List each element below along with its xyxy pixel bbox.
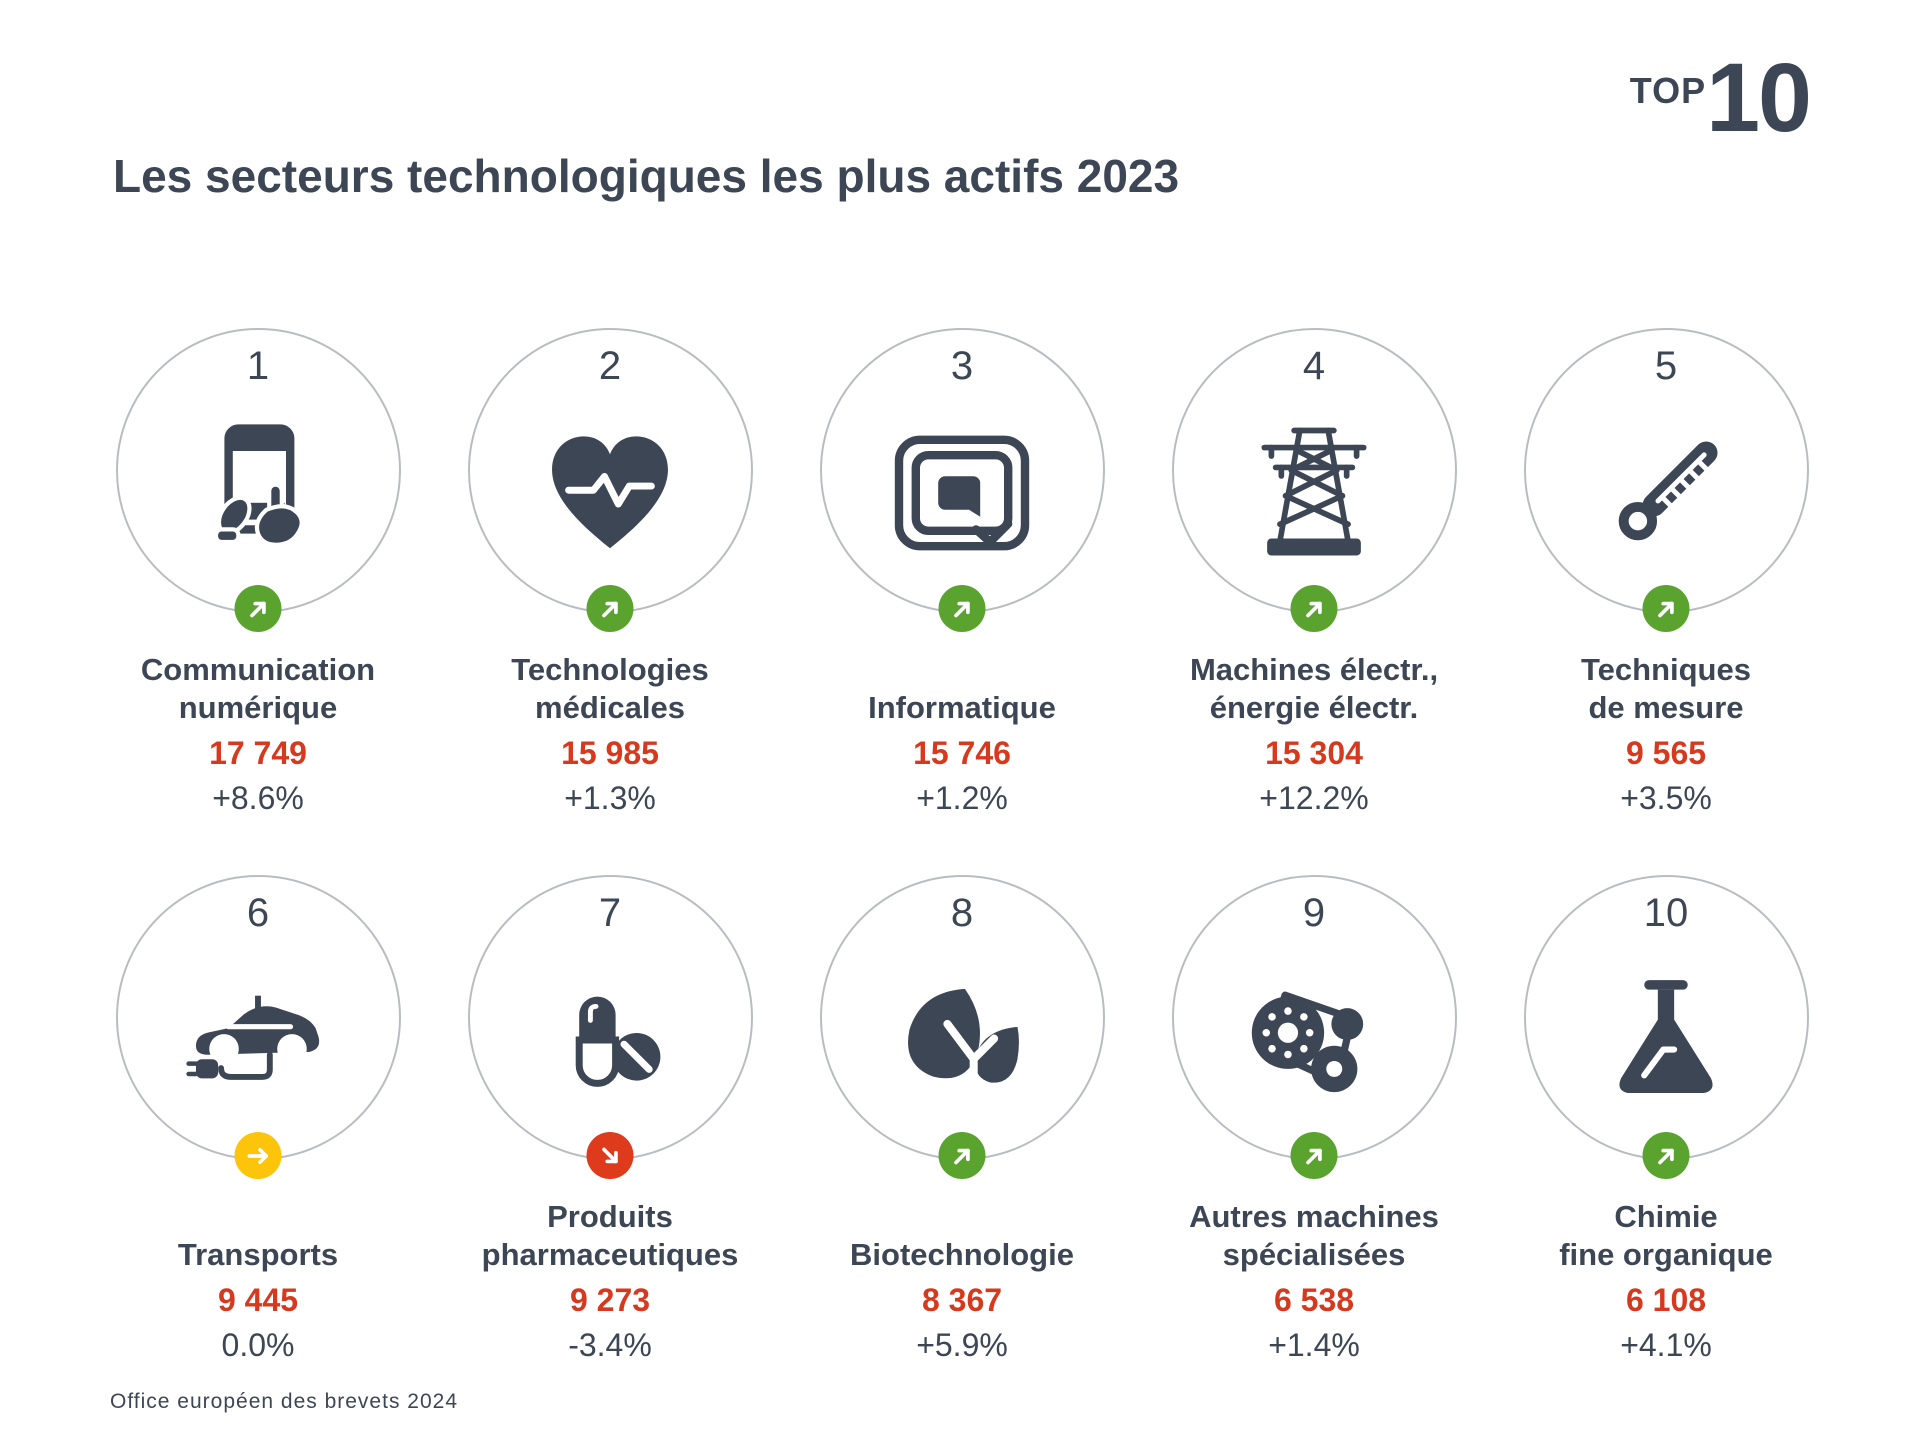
sector-value: 15 985 — [561, 735, 659, 771]
trend-up-icon — [234, 585, 282, 632]
rank-label: 3 — [950, 344, 974, 388]
sector-card-machines-electriques: 4 — [1138, 328, 1490, 875]
trend-up-icon — [938, 585, 986, 632]
thermometer-icon — [1595, 422, 1737, 564]
sector-change: +5.9% — [916, 1327, 1008, 1363]
sector-name: Biotechnologie — [850, 1237, 1074, 1272]
sector-name: Communication numérique — [140, 652, 376, 725]
rank-label: 2 — [598, 344, 622, 388]
sector-card-produits-pharmaceutiques: 7 Produits pharmaceutiques 9 273 -3.4% — [434, 875, 786, 1364]
sector-change: -3.4% — [568, 1327, 652, 1363]
sector-circle: 10 — [1523, 875, 1809, 1179]
sector-circle: 6 — [115, 875, 401, 1179]
source-credit: Office européen des brevets 2024 — [110, 1390, 458, 1413]
sector-change: +1.2% — [916, 780, 1008, 816]
sector-circle: 8 — [819, 875, 1105, 1179]
sector-circle: 4 — [1171, 328, 1457, 632]
sector-circle: 2 — [467, 328, 753, 632]
sector-change: +3.5% — [1620, 780, 1712, 816]
sector-value: 15 746 — [913, 735, 1011, 771]
top10-number: 10 — [1706, 43, 1812, 152]
sector-change: +8.6% — [212, 780, 304, 816]
sector-circle: 3 — [819, 328, 1105, 632]
trend-flat-icon — [234, 1132, 282, 1179]
trend-down-icon — [586, 1132, 634, 1179]
belt-pulley-icon — [1241, 972, 1387, 1108]
rank-label: 9 — [1302, 891, 1326, 935]
sector-value: 6 538 — [1273, 1282, 1355, 1318]
trend-up-icon — [1642, 585, 1690, 632]
trend-up-icon — [1290, 1132, 1338, 1179]
sector-value: 17 749 — [209, 735, 307, 771]
top10-badge: TOP 10 — [1629, 43, 1812, 152]
chemistry-flask-icon — [1598, 972, 1734, 1108]
sector-name: Techniques de mesure — [1581, 652, 1751, 725]
sector-value: 9 273 — [569, 1282, 651, 1318]
trend-up-icon — [1290, 585, 1338, 632]
trend-up-icon — [586, 585, 634, 632]
sector-name: Informatique — [868, 690, 1056, 725]
sector-card-informatique: 3 Informatique 15 746 +1.2% — [786, 328, 1138, 875]
sector-change: +1.3% — [564, 780, 656, 816]
rank-label: 1 — [246, 344, 270, 388]
sector-card-transports: 6 Transports — [82, 875, 434, 1364]
sector-change: +4.1% — [1620, 1327, 1712, 1363]
sector-card-biotechnologie: 8 Biotechnologie 8 367 +5.9% — [786, 875, 1138, 1364]
trend-up-icon — [1642, 1132, 1690, 1179]
page-title: Les secteurs technologiques les plus act… — [113, 149, 1180, 202]
sector-card-techniques-de-mesure: 5 Techniques de mesure 9 5 — [1490, 328, 1842, 875]
rank-label: 5 — [1654, 344, 1678, 388]
trend-up-icon — [938, 1132, 986, 1179]
rank-label: 10 — [1643, 891, 1689, 935]
sector-name: Technologies médicales — [511, 652, 709, 725]
sector-grid: 1 Communication numérique — [82, 328, 1842, 1364]
rfid-chip-icon — [892, 431, 1032, 555]
tablet-touch-icon — [188, 423, 328, 563]
sector-card-autres-machines: 9 — [1138, 875, 1490, 1364]
sector-value: 9 445 — [217, 1282, 299, 1318]
power-pylon-icon — [1243, 422, 1385, 564]
sector-card-chimie-fine-organique: 10 Chimie fine organique 6 108 +4.1% — [1490, 875, 1842, 1364]
sector-value: 8 367 — [921, 1282, 1003, 1318]
sector-value: 15 304 — [1265, 735, 1363, 771]
sector-name: Chimie fine organique — [1559, 1199, 1773, 1272]
rank-label: 4 — [1302, 344, 1326, 388]
leaves-icon — [889, 977, 1035, 1103]
sector-change: +12.2% — [1259, 780, 1369, 816]
sector-circle: 9 — [1171, 875, 1457, 1179]
sector-value: 6 108 — [1625, 1282, 1707, 1318]
rank-label: 7 — [598, 891, 622, 935]
sector-name: Autres machines spécialisées — [1189, 1199, 1439, 1272]
heart-pulse-icon — [541, 424, 679, 562]
sector-circle: 7 — [467, 875, 753, 1179]
sector-name: Transports — [177, 1237, 339, 1272]
rank-label: 6 — [246, 891, 270, 935]
pills-icon — [540, 970, 680, 1110]
top10-word: TOP — [1629, 70, 1707, 111]
sector-circle: 1 — [115, 328, 401, 632]
sector-circle: 5 — [1523, 328, 1809, 632]
sector-change: 0.0% — [221, 1327, 295, 1363]
sector-card-technologies-medicales: 2 Technologies médicales 15 985 +1.3% — [434, 328, 786, 875]
sector-change: +1.4% — [1268, 1327, 1360, 1363]
sector-value: 9 565 — [1625, 735, 1707, 771]
sector-name: Produits pharmaceutiques — [481, 1199, 739, 1272]
rank-label: 8 — [950, 891, 974, 935]
electric-car-icon — [183, 975, 333, 1105]
sector-name: Machines électr., énergie électr. — [1189, 652, 1439, 725]
sector-card-communication-numerique: 1 Communication numérique — [82, 328, 434, 875]
